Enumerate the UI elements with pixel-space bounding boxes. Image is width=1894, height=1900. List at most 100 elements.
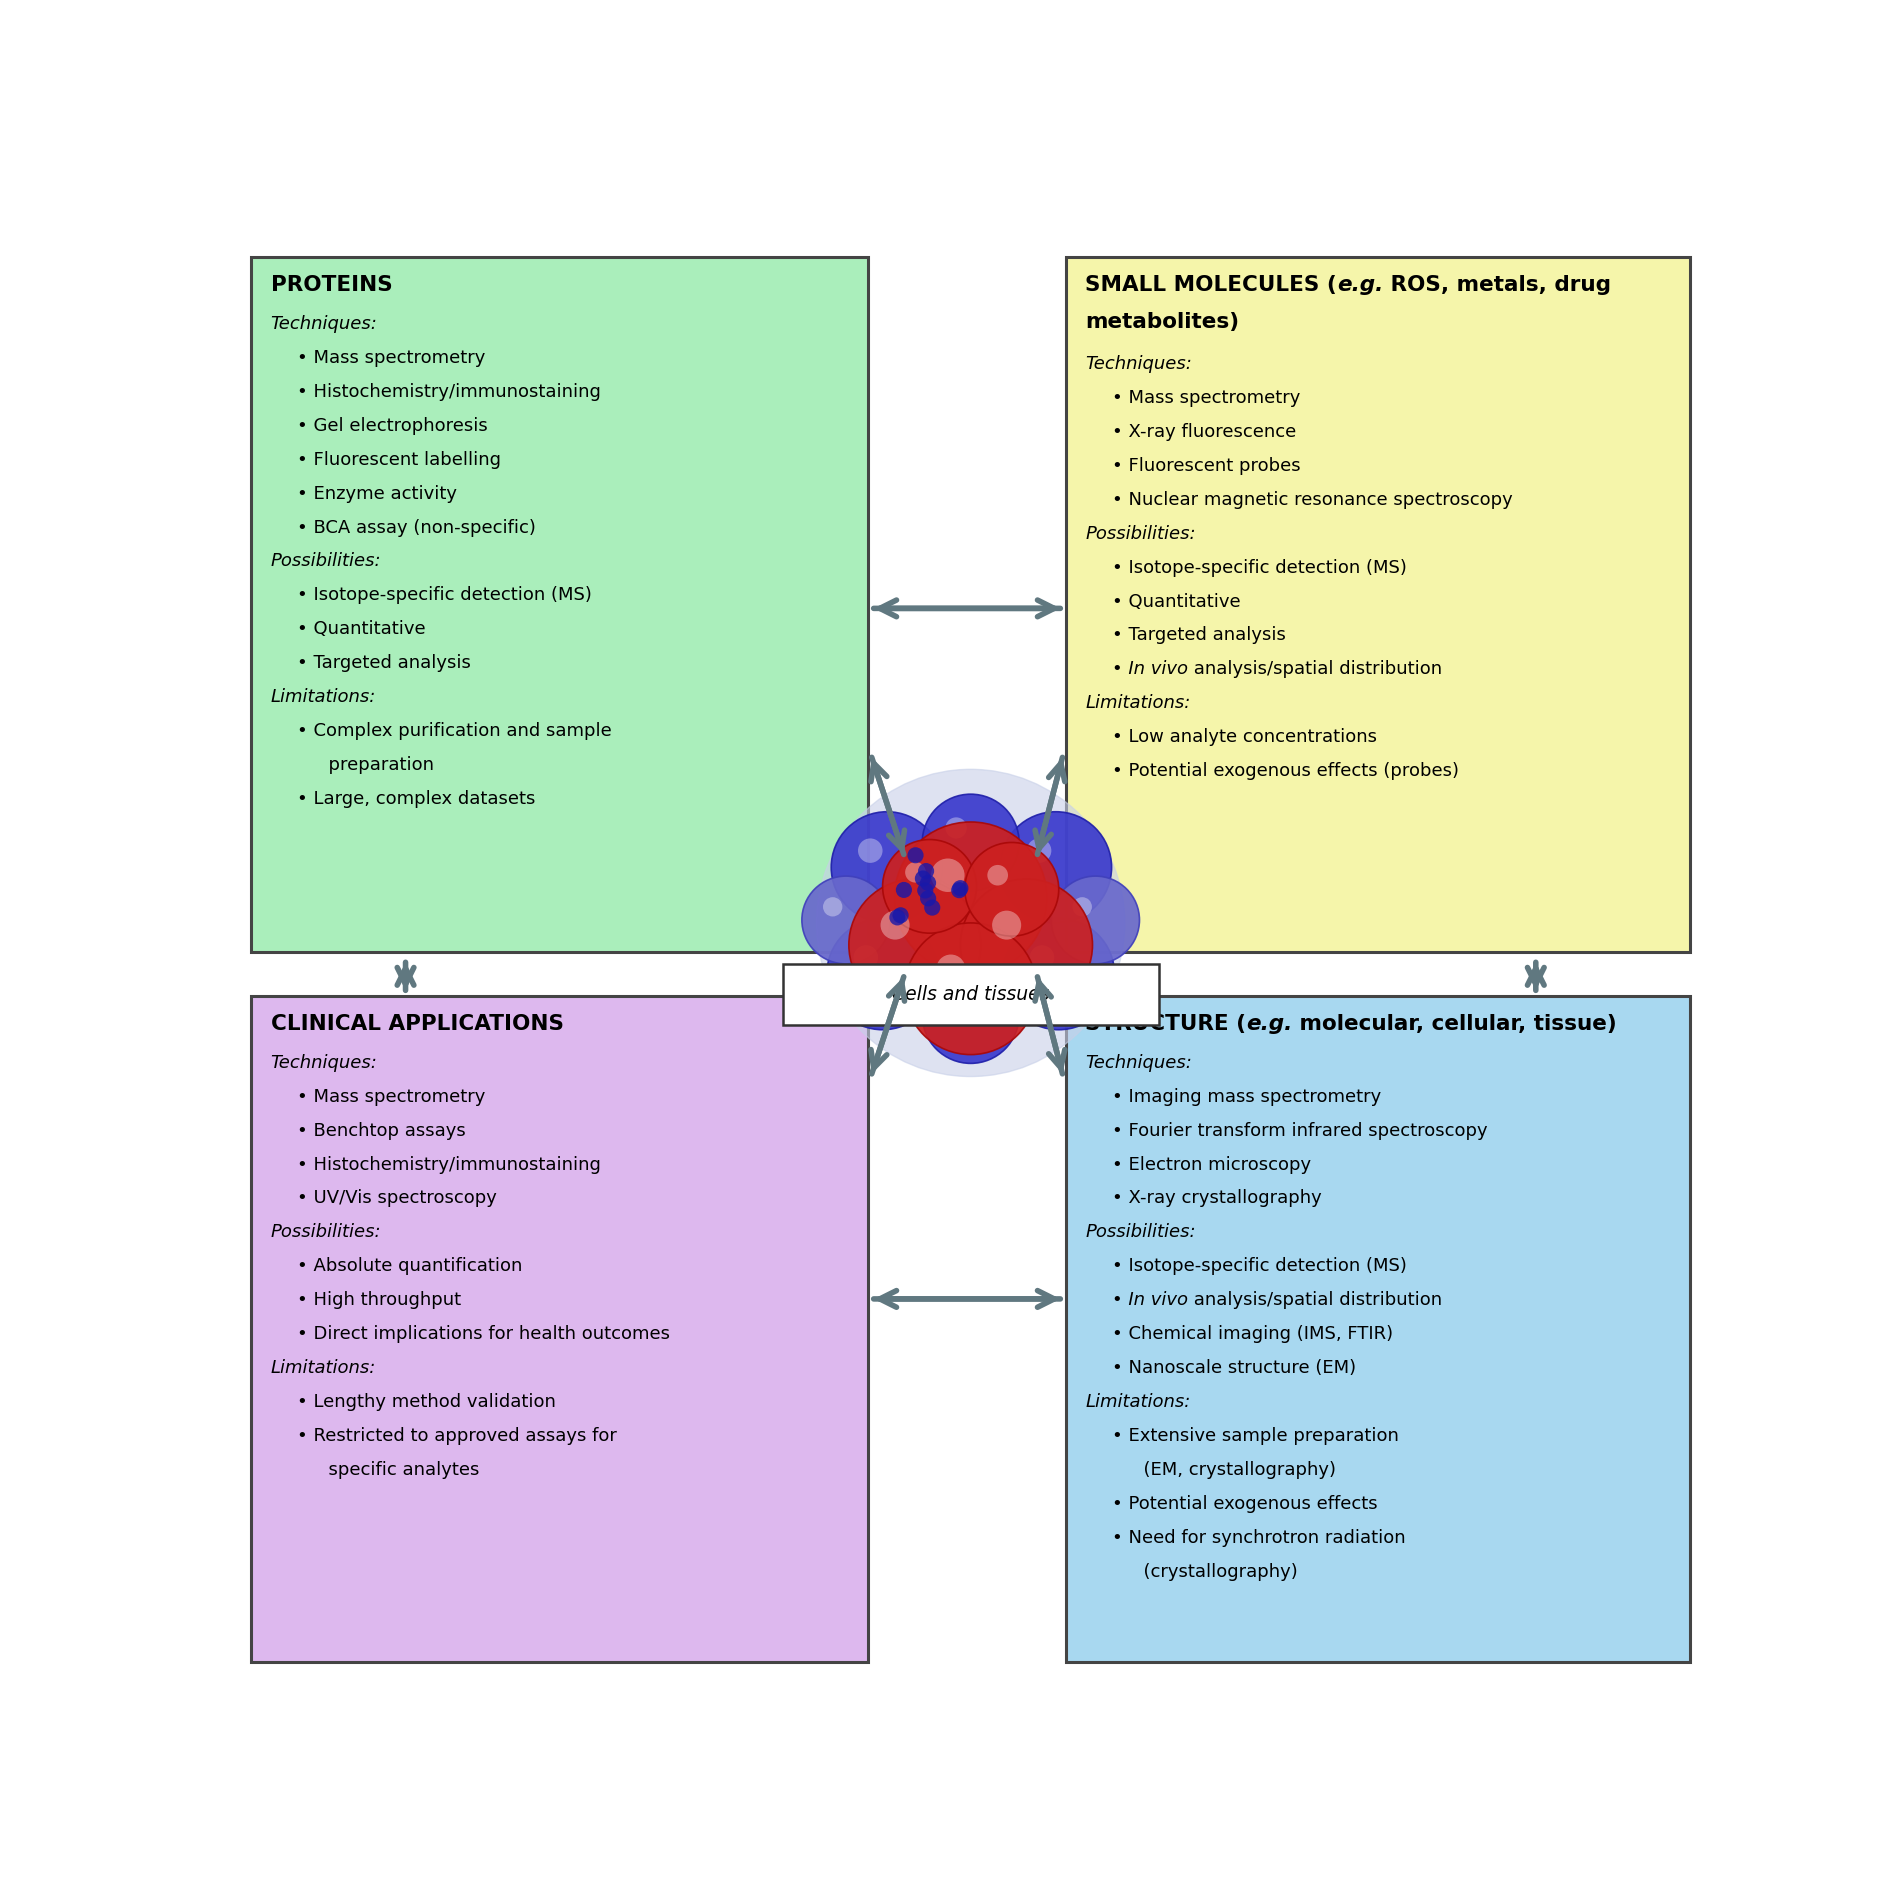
Text: • Low analyte concentrations: • Low analyte concentrations bbox=[1112, 728, 1377, 747]
Text: Techniques:: Techniques: bbox=[1085, 355, 1191, 372]
Circle shape bbox=[831, 811, 943, 923]
Text: • Extensive sample preparation: • Extensive sample preparation bbox=[1112, 1427, 1398, 1446]
Circle shape bbox=[920, 891, 936, 906]
Text: • In vivo: • In vivo bbox=[1112, 661, 1188, 678]
Text: • Mass spectrometry: • Mass spectrometry bbox=[1112, 390, 1299, 407]
Text: • Fluorescent probes: • Fluorescent probes bbox=[1112, 456, 1299, 475]
FancyBboxPatch shape bbox=[1066, 996, 1689, 1662]
Text: STRUCTURE (: STRUCTURE ( bbox=[1085, 1013, 1246, 1034]
Circle shape bbox=[816, 770, 1125, 1077]
Circle shape bbox=[1030, 944, 1055, 969]
Text: • Direct implications for health outcomes: • Direct implications for health outcome… bbox=[297, 1324, 670, 1343]
Text: Limitations:: Limitations: bbox=[1085, 694, 1191, 712]
Text: Techniques:: Techniques: bbox=[271, 1054, 377, 1072]
Circle shape bbox=[1072, 897, 1093, 916]
Text: • Chemical imaging (IMS, FTIR): • Chemical imaging (IMS, FTIR) bbox=[1112, 1324, 1392, 1343]
Text: • Restricted to approved assays for: • Restricted to approved assays for bbox=[297, 1427, 617, 1446]
Text: • Targeted analysis: • Targeted analysis bbox=[297, 654, 472, 673]
Circle shape bbox=[824, 897, 843, 916]
Text: • Gel electrophoresis: • Gel electrophoresis bbox=[297, 416, 487, 435]
Text: Limitations:: Limitations: bbox=[1085, 1393, 1191, 1412]
Text: Limitations:: Limitations: bbox=[271, 688, 375, 707]
Circle shape bbox=[883, 840, 977, 933]
Text: ROS, metals, drug: ROS, metals, drug bbox=[1383, 276, 1612, 294]
Text: e.g.: e.g. bbox=[1337, 276, 1383, 294]
Text: • Isotope-specific detection (MS): • Isotope-specific detection (MS) bbox=[1112, 1258, 1407, 1275]
Text: • X-ray crystallography: • X-ray crystallography bbox=[1112, 1189, 1322, 1206]
Text: • Need for synchrotron radiation: • Need for synchrotron radiation bbox=[1112, 1530, 1405, 1547]
Text: PROTEINS: PROTEINS bbox=[271, 276, 392, 294]
Text: • Quantitative: • Quantitative bbox=[297, 619, 426, 638]
Text: • Enzyme activity: • Enzyme activity bbox=[297, 484, 456, 504]
Text: • Histochemistry/immunostaining: • Histochemistry/immunostaining bbox=[297, 1155, 600, 1174]
Text: • Mass spectrometry: • Mass spectrometry bbox=[297, 1087, 485, 1106]
Text: • Fourier transform infrared spectroscopy: • Fourier transform infrared spectroscop… bbox=[1112, 1121, 1487, 1140]
Text: • Electron microscopy: • Electron microscopy bbox=[1112, 1155, 1311, 1174]
Text: (crystallography): (crystallography) bbox=[1133, 1564, 1297, 1581]
FancyBboxPatch shape bbox=[782, 963, 1159, 1026]
Text: • BCA assay (non-specific): • BCA assay (non-specific) bbox=[297, 519, 536, 536]
Text: • Isotope-specific detection (MS): • Isotope-specific detection (MS) bbox=[1112, 559, 1407, 576]
Circle shape bbox=[953, 880, 968, 897]
Text: • Nanoscale structure (EM): • Nanoscale structure (EM) bbox=[1112, 1358, 1356, 1378]
Circle shape bbox=[920, 874, 936, 891]
Circle shape bbox=[905, 923, 1036, 1054]
Text: • Nuclear magnetic resonance spectroscopy: • Nuclear magnetic resonance spectroscop… bbox=[1112, 490, 1511, 509]
Text: Possibilities:: Possibilities: bbox=[271, 553, 381, 570]
Text: SMALL MOLECULES (: SMALL MOLECULES ( bbox=[1085, 276, 1337, 294]
Text: • Imaging mass spectrometry: • Imaging mass spectrometry bbox=[1112, 1087, 1381, 1106]
FancyBboxPatch shape bbox=[252, 256, 867, 952]
Text: analysis/spatial distribution: analysis/spatial distribution bbox=[1188, 661, 1441, 678]
Text: metabolites): metabolites) bbox=[1085, 312, 1239, 332]
Text: Limitations:: Limitations: bbox=[271, 1358, 375, 1378]
Text: analysis/spatial distribution: analysis/spatial distribution bbox=[1188, 1292, 1441, 1309]
Circle shape bbox=[854, 944, 879, 969]
Circle shape bbox=[987, 864, 1008, 885]
Circle shape bbox=[1051, 876, 1140, 963]
Text: (EM, crystallography): (EM, crystallography) bbox=[1133, 1461, 1335, 1478]
Circle shape bbox=[849, 880, 981, 1011]
Text: • Histochemistry/immunostaining: • Histochemistry/immunostaining bbox=[297, 382, 600, 401]
Text: specific analytes: specific analytes bbox=[318, 1461, 479, 1478]
Text: • High throughput: • High throughput bbox=[297, 1292, 460, 1309]
Circle shape bbox=[945, 990, 966, 1011]
Text: Cells and tissues: Cells and tissues bbox=[892, 984, 1049, 1003]
Circle shape bbox=[951, 882, 968, 899]
FancyBboxPatch shape bbox=[1066, 256, 1689, 952]
Text: • Targeted analysis: • Targeted analysis bbox=[1112, 627, 1286, 644]
Circle shape bbox=[890, 910, 905, 925]
Circle shape bbox=[919, 863, 934, 880]
Circle shape bbox=[924, 899, 939, 916]
Text: Possibilities:: Possibilities: bbox=[1085, 524, 1195, 543]
Text: • Potential exogenous effects (probes): • Potential exogenous effects (probes) bbox=[1112, 762, 1458, 781]
Text: molecular, cellular, tissue): molecular, cellular, tissue) bbox=[1292, 1013, 1617, 1034]
Text: • Mass spectrometry: • Mass spectrometry bbox=[297, 350, 485, 367]
Text: • In vivo: • In vivo bbox=[1112, 1292, 1188, 1309]
Circle shape bbox=[936, 954, 966, 984]
Text: • Benchtop assays: • Benchtop assays bbox=[297, 1121, 466, 1140]
Text: • Large, complex datasets: • Large, complex datasets bbox=[297, 790, 536, 808]
Text: Possibilities:: Possibilities: bbox=[1085, 1224, 1195, 1241]
Text: Techniques:: Techniques: bbox=[1085, 1054, 1191, 1072]
Circle shape bbox=[881, 910, 909, 940]
Circle shape bbox=[801, 876, 890, 963]
Circle shape bbox=[915, 870, 932, 887]
Circle shape bbox=[992, 910, 1021, 940]
Circle shape bbox=[858, 838, 883, 863]
Circle shape bbox=[960, 880, 1093, 1011]
Text: • Absolute quantification: • Absolute quantification bbox=[297, 1258, 523, 1275]
Text: • Complex purification and sample: • Complex purification and sample bbox=[297, 722, 612, 741]
Text: • Potential exogenous effects: • Potential exogenous effects bbox=[1112, 1495, 1377, 1512]
Circle shape bbox=[945, 817, 966, 838]
Circle shape bbox=[1027, 838, 1051, 863]
Text: • Quantitative: • Quantitative bbox=[1112, 593, 1241, 610]
Circle shape bbox=[922, 967, 1019, 1064]
Circle shape bbox=[917, 882, 934, 899]
Text: • Lengthy method validation: • Lengthy method validation bbox=[297, 1393, 555, 1412]
Text: • Isotope-specific detection (MS): • Isotope-specific detection (MS) bbox=[297, 587, 591, 604]
Circle shape bbox=[828, 918, 938, 1030]
Text: Techniques:: Techniques: bbox=[271, 315, 377, 332]
Circle shape bbox=[1004, 918, 1114, 1030]
Text: • X-ray fluorescence: • X-ray fluorescence bbox=[1112, 424, 1295, 441]
Circle shape bbox=[964, 842, 1059, 937]
